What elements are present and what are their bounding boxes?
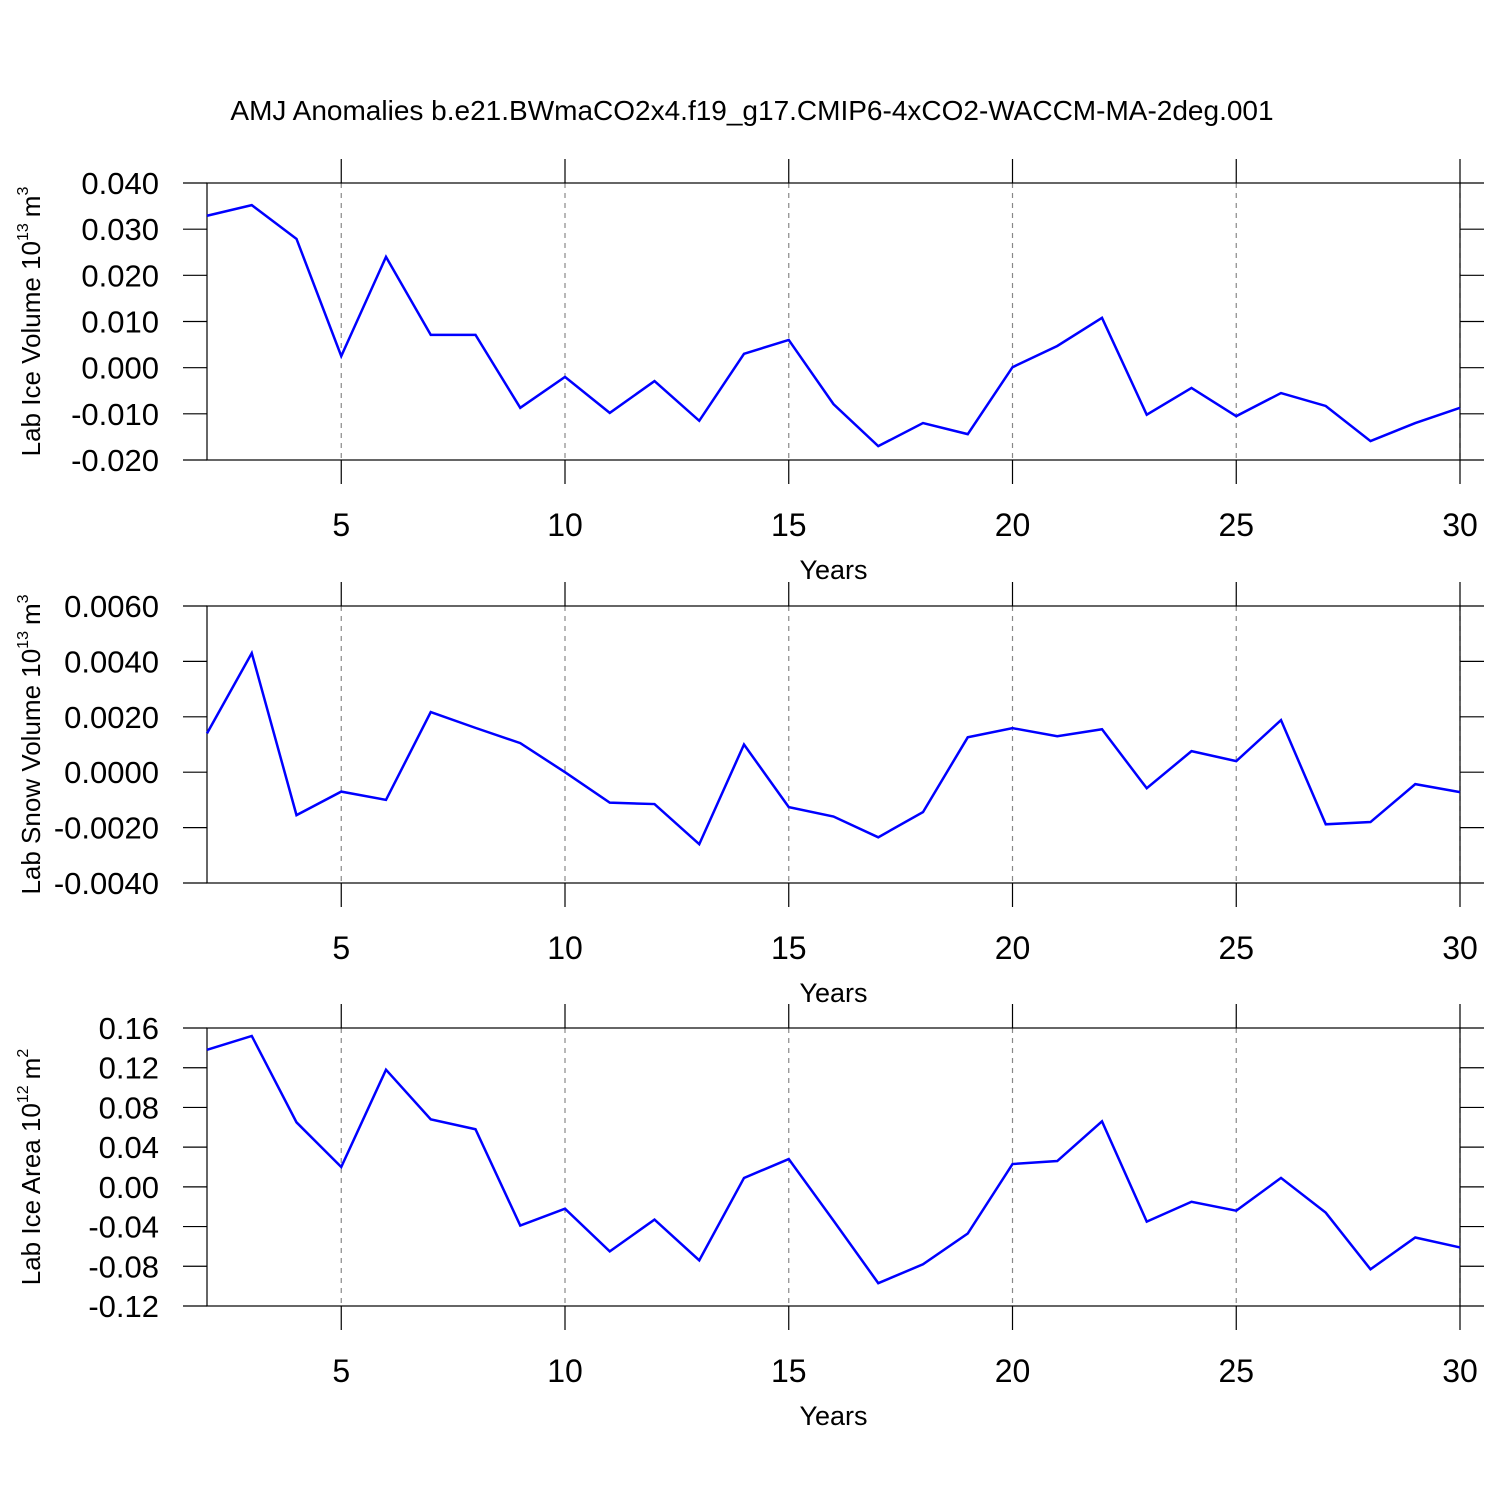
label-text: m [16, 196, 46, 218]
y-tick-label: 0.16 [99, 1011, 159, 1046]
y-tick-label: -0.12 [88, 1289, 159, 1324]
superscript: 13 [15, 223, 32, 241]
y-tick-label: -0.04 [88, 1210, 159, 1245]
x-axis-label: Years [799, 555, 867, 585]
y-tick-label: 0.000 [81, 351, 159, 386]
plot-frame [206, 1027, 1461, 1307]
figure-title: AMJ Anomalies b.e21.BWmaCO2x4.f19_g17.CM… [230, 95, 1273, 126]
label-text: Lab Snow Volume 10 [16, 649, 46, 895]
y-tick-label: 0.030 [81, 212, 159, 247]
plot-frame [206, 182, 1461, 461]
x-tick-label: 25 [1218, 507, 1254, 543]
x-tick-label: 15 [771, 930, 807, 966]
y-tick-label: 0.020 [81, 258, 159, 293]
x-tick-label: 30 [1442, 930, 1478, 966]
x-tick-label: 5 [332, 1353, 350, 1389]
y-tick-label: 0.04 [99, 1130, 159, 1165]
y-axis-label: Lab Ice Area 1012 m2 [15, 1049, 46, 1286]
y-tick-label: 0.0020 [64, 700, 159, 735]
y-tick-label: 0.0060 [64, 589, 159, 624]
y-tick-label: 0.00 [99, 1170, 159, 1205]
superscript: 3 [15, 187, 32, 196]
x-tick-label: 10 [547, 1353, 583, 1389]
x-tick-label: 15 [771, 1353, 807, 1389]
y-tick-label: 0.010 [81, 305, 159, 340]
y-tick-label: 0.0040 [64, 644, 159, 679]
data-line [206, 203, 1461, 448]
x-axis-label: Years [799, 978, 867, 1008]
y-tick-label: 0.0000 [64, 755, 159, 790]
superscript: 2 [15, 1049, 32, 1058]
label-text: m [16, 603, 46, 625]
x-tick-label: 25 [1218, 1353, 1254, 1389]
x-axis-label: Years [799, 1401, 867, 1431]
plot-frame [206, 605, 1461, 884]
y-tick-label: 0.040 [81, 166, 159, 201]
y-tick-label: -0.020 [71, 443, 159, 478]
x-tick-label: 25 [1218, 930, 1254, 966]
y-tick-label: 0.12 [99, 1051, 159, 1086]
y-tick-label: -0.010 [71, 397, 159, 432]
y-tick-label: -0.0040 [54, 866, 159, 901]
superscript: 3 [15, 594, 32, 603]
superscript: 13 [15, 631, 32, 649]
x-tick-label: 20 [995, 930, 1031, 966]
x-tick-label: 30 [1442, 507, 1478, 543]
label-text: Lab Ice Volume 10 [16, 241, 46, 456]
y-tick-label: 0.08 [99, 1090, 159, 1125]
x-tick-label: 30 [1442, 1353, 1478, 1389]
data-line [205, 649, 1461, 847]
superscript: 12 [15, 1085, 32, 1103]
y-tick-label: -0.0020 [54, 811, 159, 846]
x-tick-label: 20 [995, 507, 1031, 543]
x-tick-label: 5 [332, 930, 350, 966]
y-tick-label: -0.08 [88, 1249, 159, 1284]
data-line [206, 1034, 1461, 1285]
y-axis-label: Lab Ice Volume 1013 m3 [15, 187, 46, 457]
x-tick-label: 20 [995, 1353, 1031, 1389]
x-tick-label: 5 [332, 507, 350, 543]
x-tick-label: 10 [547, 507, 583, 543]
label-text: Lab Ice Area 10 [16, 1103, 46, 1285]
label-text: m [16, 1058, 46, 1080]
x-tick-label: 15 [771, 507, 807, 543]
y-axis-label: Lab Snow Volume 1013 m3 [15, 594, 46, 894]
x-tick-label: 10 [547, 930, 583, 966]
